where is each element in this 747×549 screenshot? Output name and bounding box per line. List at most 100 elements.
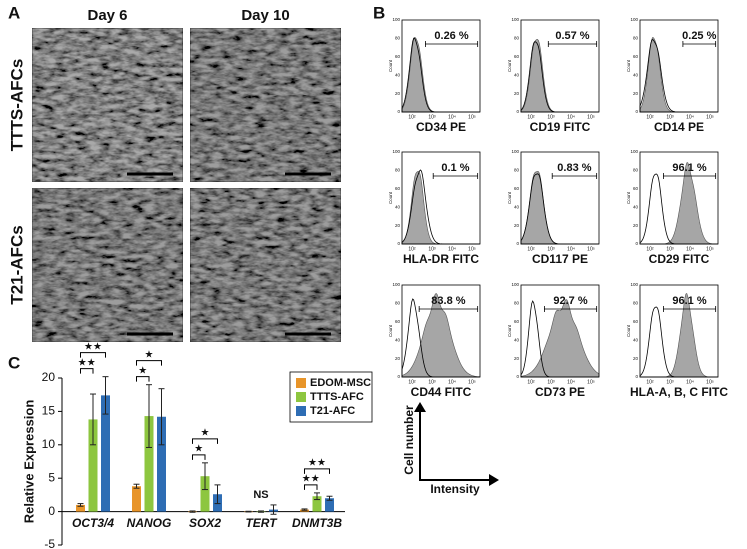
histogram-fill <box>520 39 599 113</box>
significance: ★★ <box>302 474 320 485</box>
intensity-tick: 10⁵ <box>706 246 714 252</box>
count-tick: 60 <box>395 54 401 59</box>
intensity-tick: 10⁵ <box>468 246 476 252</box>
micrograph <box>31 27 184 183</box>
count-tick: 100 <box>392 17 400 22</box>
count-tick: 100 <box>511 282 519 287</box>
intensity-tick: 10⁴ <box>686 246 694 252</box>
intensity-tick: 10⁴ <box>567 114 575 120</box>
intensity-tick: 10² <box>527 246 535 252</box>
bar <box>101 395 110 512</box>
count-tick: 80 <box>395 301 401 306</box>
intensity-tick: 10² <box>646 114 654 120</box>
count-tick: 0 <box>635 109 638 114</box>
histogram-fill <box>401 171 480 245</box>
y-tick-label: 0 <box>48 504 55 518</box>
significance-bracket <box>304 484 318 490</box>
count-tick: 0 <box>635 241 638 246</box>
count-tick: 100 <box>630 282 638 287</box>
count-tick: 80 <box>633 36 639 41</box>
count-tick: 40 <box>514 337 520 342</box>
count-tick: 80 <box>633 301 639 306</box>
axis-key-x: Intensity <box>430 482 480 496</box>
count-tick: 100 <box>630 17 638 22</box>
bar <box>325 498 334 512</box>
bar <box>157 416 166 512</box>
count-tick: 0 <box>397 241 400 246</box>
x-tick-label: DNMT3B <box>292 516 342 530</box>
intensity-tick: 10⁴ <box>448 379 456 385</box>
histogram-fill <box>401 292 481 378</box>
significance-bracket <box>80 352 106 358</box>
intensity-tick: 10⁵ <box>587 114 595 120</box>
histogram-frame <box>520 284 600 378</box>
count-label: Count <box>626 59 631 72</box>
count-tick: 60 <box>633 186 639 191</box>
y-tick-label: 5 <box>48 470 55 484</box>
gate-percent: 0.25 % <box>682 30 716 42</box>
count-tick: 40 <box>633 204 639 209</box>
count-tick: 20 <box>633 91 639 96</box>
intensity-tick: 10⁵ <box>706 379 714 385</box>
count-tick: 20 <box>633 356 639 361</box>
count-tick: 0 <box>516 109 519 114</box>
histogram-frame <box>520 151 600 245</box>
count-tick: 20 <box>395 223 401 228</box>
count-label: Count <box>507 59 512 72</box>
significance: ★ <box>138 365 147 376</box>
arrow-head <box>414 402 426 412</box>
intensity-tick: 10² <box>408 379 416 385</box>
intensity-tick: 10² <box>408 114 416 120</box>
legend-swatch <box>296 406 306 416</box>
legend-label: T21-AFC <box>310 405 355 417</box>
intensity-tick: 10³ <box>666 114 674 120</box>
intensity-tick: 10⁴ <box>448 246 456 252</box>
count-tick: 60 <box>395 319 401 324</box>
count-tick: 20 <box>633 223 639 228</box>
intensity-tick: 10⁴ <box>567 246 575 252</box>
count-tick: 40 <box>395 72 401 77</box>
count-tick: 100 <box>511 17 519 22</box>
legend-swatch <box>296 392 306 402</box>
micrograph <box>31 187 184 343</box>
count-tick: 60 <box>395 186 401 191</box>
count-tick: 40 <box>514 204 520 209</box>
gate-percent: 0.83 % <box>557 162 591 174</box>
x-tick-label: SOX2 <box>189 516 221 530</box>
histogram-frame <box>401 151 481 245</box>
count-tick: 20 <box>514 223 520 228</box>
count-label: Count <box>626 191 631 204</box>
intensity-tick: 10² <box>646 246 654 252</box>
bar <box>76 504 85 512</box>
intensity-tick: 10² <box>527 114 535 120</box>
micrograph <box>189 27 342 183</box>
legend-swatch <box>296 378 306 388</box>
panel-letter: C <box>8 353 20 372</box>
histogram-fill <box>520 299 600 378</box>
count-label: Count <box>388 59 393 72</box>
column-label: Day 6 <box>87 7 127 24</box>
intensity-tick: 10² <box>527 379 535 385</box>
count-tick: 40 <box>395 337 401 342</box>
gate-percent: 96.1 % <box>672 295 706 307</box>
histogram-fill <box>401 36 480 113</box>
column-label: Day 10 <box>241 7 289 24</box>
gate-percent: 0.26 % <box>434 30 468 42</box>
micrograph <box>189 187 342 343</box>
count-tick: 60 <box>514 186 520 191</box>
arrow-head <box>489 474 499 486</box>
y-tick-label: 15 <box>42 404 56 418</box>
panel-letter: A <box>8 3 20 22</box>
count-tick: 60 <box>633 54 639 59</box>
significance-bracket <box>136 360 162 366</box>
marker-label: HLA-DR FITC <box>403 252 479 266</box>
histogram-frame <box>401 284 481 378</box>
count-tick: 80 <box>395 36 401 41</box>
histogram-frame <box>639 284 719 378</box>
marker-label: HLA-A, B, C FITC <box>630 385 728 399</box>
intensity-tick: 10³ <box>666 246 674 252</box>
count-tick: 40 <box>633 337 639 342</box>
significance-bracket <box>136 376 150 382</box>
count-tick: 40 <box>395 204 401 209</box>
